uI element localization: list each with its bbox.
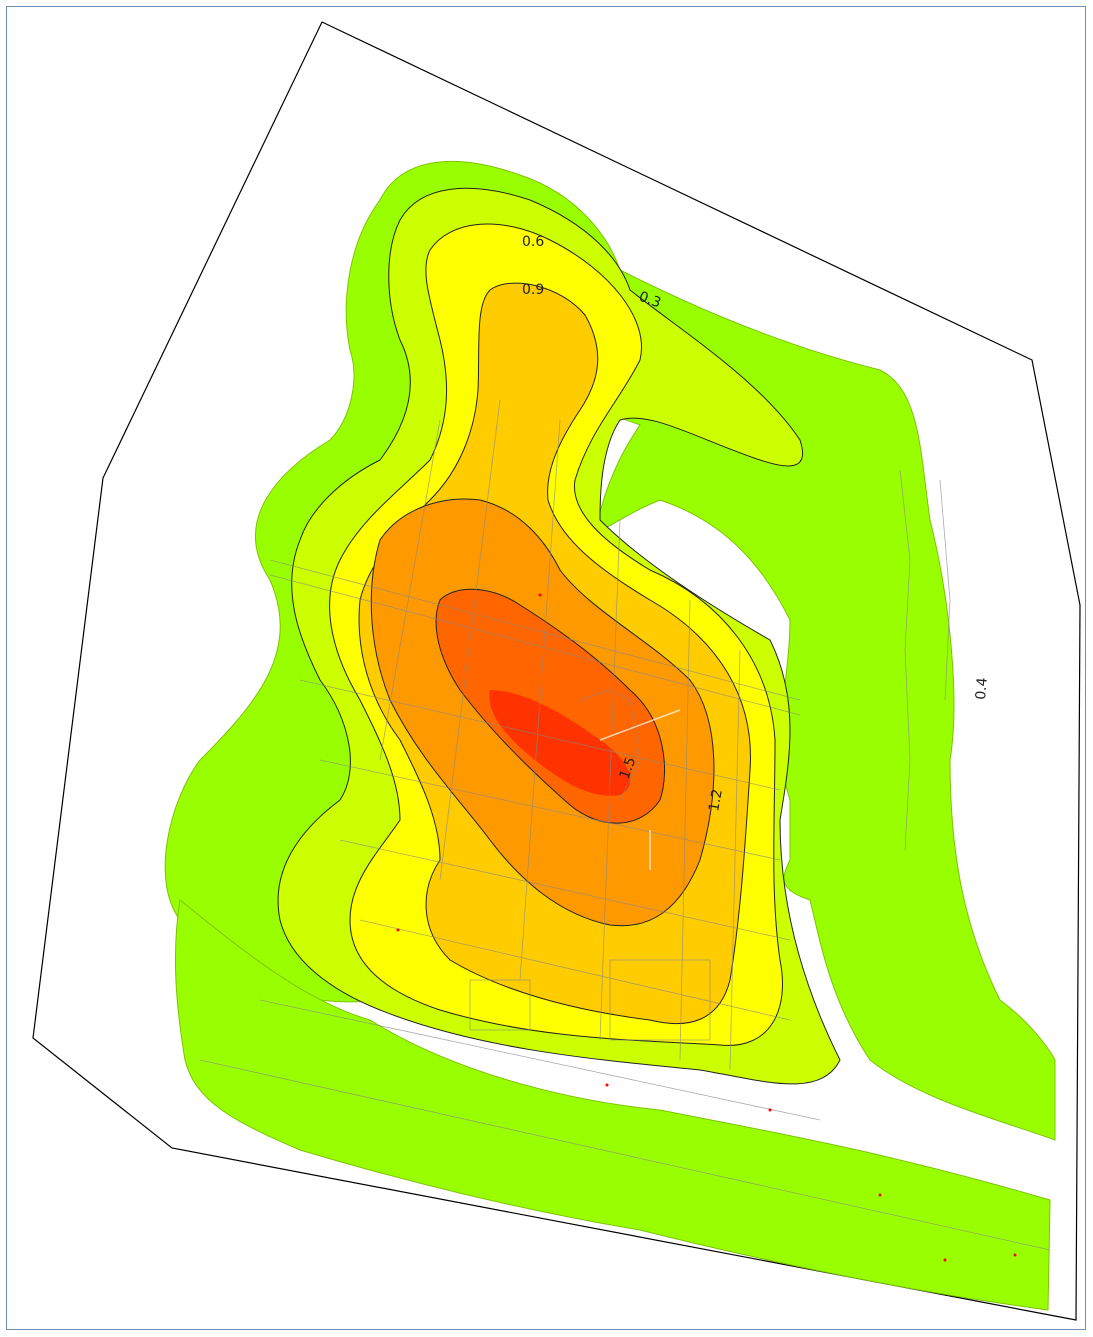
contour-label: 0.4 bbox=[973, 677, 991, 701]
contour-label: 0.6 bbox=[522, 234, 544, 250]
contour-label: 0.9 bbox=[522, 282, 544, 298]
